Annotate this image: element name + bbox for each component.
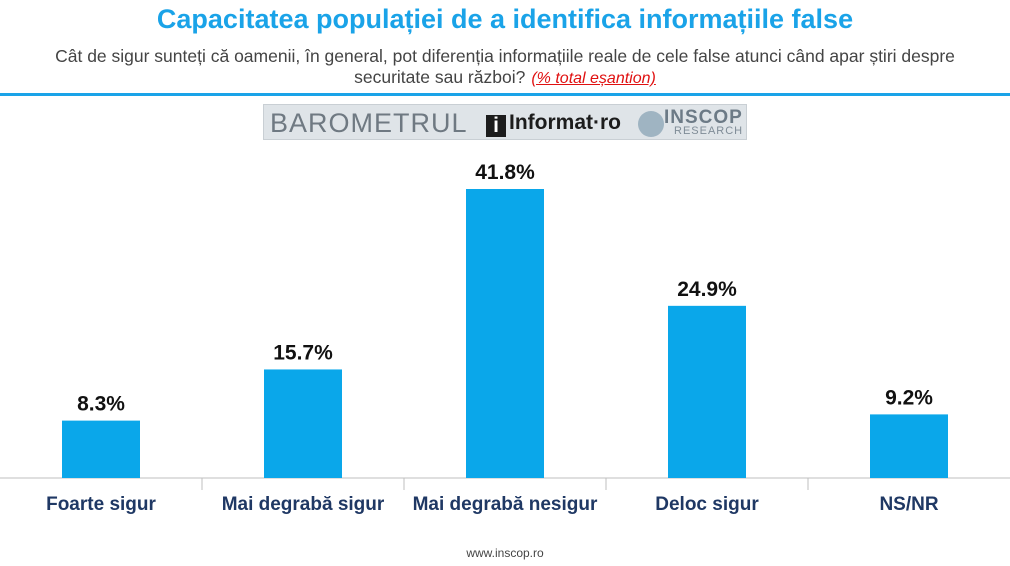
barometrul-logo-text: BAROMETRUL	[270, 108, 468, 138]
data-label: 41.8%	[475, 161, 535, 184]
informat-logo-dot: ·	[593, 111, 600, 134]
data-label: 15.7%	[273, 341, 333, 364]
x-tick-label: NS/NR	[879, 494, 938, 515]
data-label: 8.3%	[77, 393, 125, 416]
x-tick-label: Mai degrabă nesigur	[413, 494, 598, 515]
subtitle-question: Cât de sigur sunteți că oamenii, în gene…	[55, 46, 955, 87]
data-label: 24.9%	[677, 278, 737, 301]
x-tick-label: Foarte sigur	[46, 494, 156, 515]
chart-title: Capacitatea populației de a identifica i…	[156, 4, 854, 34]
footer-url: www.inscop.ro	[466, 546, 544, 560]
bar	[668, 305, 746, 478]
header-divider	[0, 93, 1010, 96]
inscop-swoosh-icon	[638, 111, 664, 137]
subtitle-note: (% total eșantion)	[531, 70, 656, 87]
data-label: 9.2%	[885, 386, 933, 409]
x-tick-label: Deloc sigur	[655, 494, 759, 515]
bar	[870, 414, 948, 478]
bar	[62, 420, 140, 478]
informat-logo-text: Informat	[509, 111, 593, 134]
informat-logo-ro: ro	[600, 111, 621, 134]
inscop-logo-name: INSCOP	[664, 107, 743, 128]
x-tick-label: Mai degrabă sigur	[222, 494, 385, 515]
chart-subtitle: Cât de sigur sunteți că oamenii, în gene…	[40, 46, 970, 89]
bar	[466, 189, 544, 478]
sponsor-logo-banner: BAROMETRUL i Informat·ro INSCOP RESEARCH	[263, 104, 747, 140]
inscop-logo-sub: RESEARCH	[674, 125, 744, 137]
informat-logo: i Informat·ro	[486, 111, 621, 137]
informat-i-icon: i	[486, 115, 506, 137]
bar	[264, 369, 342, 478]
